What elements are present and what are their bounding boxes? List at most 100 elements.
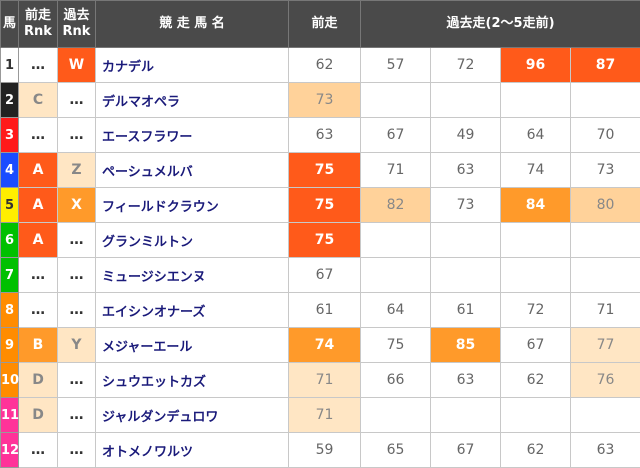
- past-rating: 63: [571, 433, 640, 468]
- past-rating: 75: [361, 328, 431, 363]
- horse-number: 8: [1, 293, 19, 328]
- past-rating: 71: [571, 293, 640, 328]
- prev-rank: …: [19, 118, 58, 153]
- past-rating: [571, 258, 640, 293]
- prev-rank: A: [19, 188, 58, 223]
- past-rating: 63: [431, 153, 501, 188]
- horse-number: 2: [1, 83, 19, 118]
- horse-number: 4: [1, 153, 19, 188]
- prev-rating: 75: [289, 153, 361, 188]
- horse-name[interactable]: デルマオペラ: [96, 83, 289, 118]
- horse-name[interactable]: ミュージシエンヌ: [96, 258, 289, 293]
- prev-rating: 74: [289, 328, 361, 363]
- horse-name[interactable]: ペーシュメルバ: [96, 153, 289, 188]
- past-rating: 76: [571, 363, 640, 398]
- past-rating: 96: [501, 48, 571, 83]
- past-rank: …: [58, 83, 96, 118]
- past-rating: 73: [431, 188, 501, 223]
- header-prev: 前走: [289, 1, 361, 48]
- past-rating: 87: [571, 48, 640, 83]
- prev-rating: 75: [289, 223, 361, 258]
- past-rating: [431, 258, 501, 293]
- prev-rating: 71: [289, 398, 361, 433]
- past-rating: 77: [571, 328, 640, 363]
- prev-rating: 61: [289, 293, 361, 328]
- past-rating: 71: [361, 153, 431, 188]
- horse-number: 12: [1, 433, 19, 468]
- horse-number: 6: [1, 223, 19, 258]
- past-rating: 74: [501, 153, 571, 188]
- horse-name[interactable]: ジャルダンデュロワ: [96, 398, 289, 433]
- past-rating: 66: [361, 363, 431, 398]
- prev-rank: A: [19, 153, 58, 188]
- past-rating: [431, 223, 501, 258]
- horse-number: 9: [1, 328, 19, 363]
- past-rating: [361, 258, 431, 293]
- past-rating: [571, 83, 640, 118]
- past-rating: 61: [431, 293, 501, 328]
- header-name: 競 走 馬 名: [96, 1, 289, 48]
- prev-rank: D: [19, 398, 58, 433]
- past-rank: Z: [58, 153, 96, 188]
- horse-name[interactable]: カナデル: [96, 48, 289, 83]
- horse-number: 5: [1, 188, 19, 223]
- past-rating: 49: [431, 118, 501, 153]
- past-rating: 64: [501, 118, 571, 153]
- prev-rating: 62: [289, 48, 361, 83]
- past-rank: W: [58, 48, 96, 83]
- prev-rank: …: [19, 258, 58, 293]
- past-rating: 63: [431, 363, 501, 398]
- past-rating: 57: [361, 48, 431, 83]
- past-rank: X: [58, 188, 96, 223]
- horse-name[interactable]: エイシンオナーズ: [96, 293, 289, 328]
- prev-rating: 71: [289, 363, 361, 398]
- past-rating: 62: [501, 433, 571, 468]
- prev-rating: 59: [289, 433, 361, 468]
- horse-name[interactable]: グランミルトン: [96, 223, 289, 258]
- horse-name[interactable]: フィールドクラウン: [96, 188, 289, 223]
- prev-rank: B: [19, 328, 58, 363]
- past-rank: …: [58, 363, 96, 398]
- past-rating: [361, 83, 431, 118]
- horse-name[interactable]: シュウエットカズ: [96, 363, 289, 398]
- horse-name[interactable]: オトメノワルツ: [96, 433, 289, 468]
- prev-rank: …: [19, 293, 58, 328]
- past-rank: …: [58, 223, 96, 258]
- prev-rating: 75: [289, 188, 361, 223]
- past-rank: …: [58, 398, 96, 433]
- past-rating: 80: [571, 188, 640, 223]
- horse-name[interactable]: メジャーエール: [96, 328, 289, 363]
- prev-rank: D: [19, 363, 58, 398]
- prev-rating: 67: [289, 258, 361, 293]
- past-rating: 65: [361, 433, 431, 468]
- past-rating: 67: [361, 118, 431, 153]
- past-rating: 64: [361, 293, 431, 328]
- past-rating: [501, 398, 571, 433]
- past-rating: 70: [571, 118, 640, 153]
- horse-number: 3: [1, 118, 19, 153]
- past-rank: Y: [58, 328, 96, 363]
- past-rating: [571, 398, 640, 433]
- past-rank: …: [58, 433, 96, 468]
- horse-name[interactable]: エースフラワー: [96, 118, 289, 153]
- past-rating: 67: [501, 328, 571, 363]
- horse-number: 7: [1, 258, 19, 293]
- past-rating: 85: [431, 328, 501, 363]
- horse-number: 10: [1, 363, 19, 398]
- header-past: 過去走(2〜5走前): [361, 1, 640, 48]
- past-rating: [571, 223, 640, 258]
- prev-rank: C: [19, 83, 58, 118]
- past-rating: [501, 83, 571, 118]
